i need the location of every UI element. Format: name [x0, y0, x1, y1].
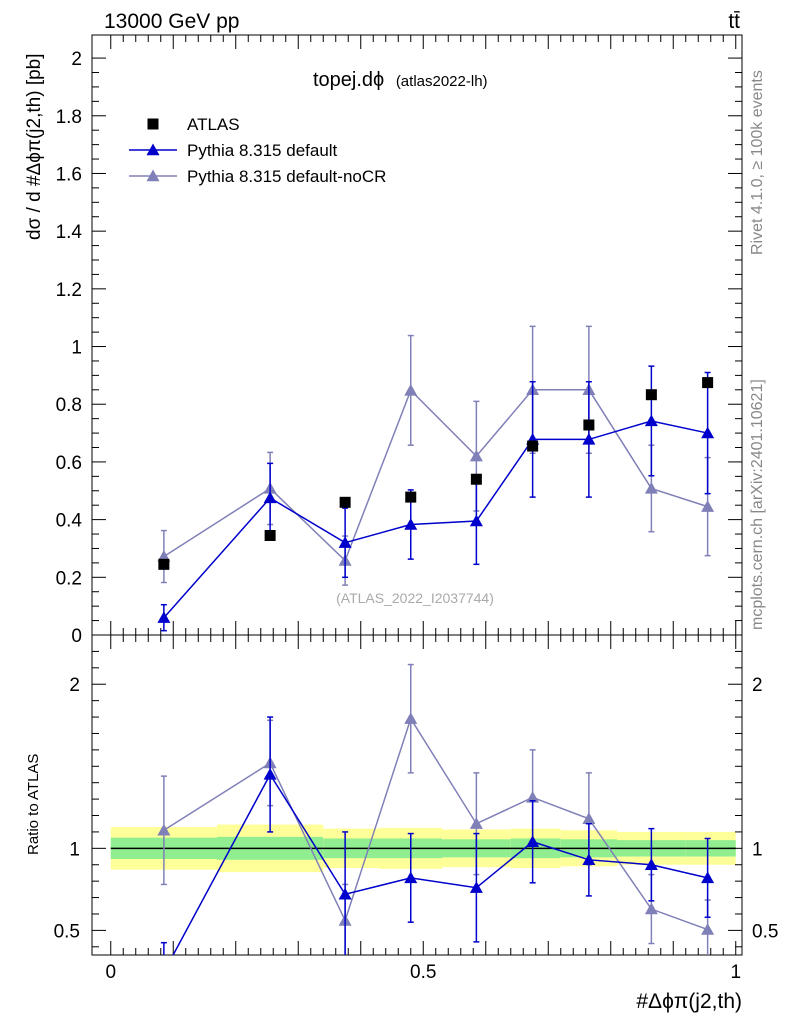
chart-subtitle: (atlas2022-lh)	[396, 73, 488, 90]
x-axis-label: #Δϕπ(j2,th)	[636, 990, 742, 1013]
xlabel: #Δϕπ(j2,th)	[636, 990, 742, 1013]
default-point	[644, 414, 658, 427]
ratio-y-tick-label-left: 2	[69, 675, 80, 696]
main-y-axis-label: dσ / d #Δϕπ(j2,th) [pb]	[24, 53, 45, 240]
ratio-ylabel: Ratio to ATLAS	[25, 754, 42, 855]
nocr-point	[469, 449, 483, 462]
ratio-default-point	[644, 858, 658, 870]
main-y-tick-label: 0	[71, 626, 82, 647]
nocr-point	[157, 550, 171, 562]
atlas-point	[405, 491, 417, 503]
ratio-y-tick-label-left: 0.5	[54, 921, 80, 942]
default-point	[582, 432, 596, 445]
legend: ATLAS Pythia 8.315 default Pythia 8.315 de…	[129, 115, 386, 186]
main-y-tick-label: 2	[71, 49, 82, 70]
main-title: topej.dϕ (atlas2022-lh)	[313, 69, 488, 91]
default-point	[404, 518, 418, 530]
legend-label: Pythia 8.315 default	[187, 141, 338, 160]
nocr-point	[644, 481, 658, 494]
source-label: mcplots.cern.ch [arXiv:2401.10621]	[749, 379, 766, 630]
legend-marker	[146, 169, 160, 182]
default-point	[469, 514, 483, 527]
watermark-text: (ATLAS_2022_I2037744)	[336, 590, 494, 606]
legend-marker-atlas	[147, 118, 159, 130]
atlas-point	[583, 419, 595, 431]
atlas-point	[645, 389, 657, 401]
main-y-tick-label: 0.4	[56, 511, 83, 532]
main-y-tick-label: 1.2	[56, 280, 82, 301]
ratio-y-tick-label-right: 0.5	[752, 921, 778, 942]
legend-label: ATLAS	[187, 115, 240, 134]
default-point	[263, 491, 277, 504]
default-point	[338, 536, 352, 548]
ratio-nocr-point	[582, 812, 596, 824]
atlas-point	[527, 440, 539, 452]
x-tick-label: 1	[730, 962, 741, 983]
ratio-default-point	[469, 881, 483, 893]
ratio-default-point	[701, 871, 715, 884]
legend-marker	[146, 143, 160, 156]
x-tick-label: 0.5	[410, 962, 436, 983]
main-y-tick-label: 0.6	[56, 453, 82, 474]
main-y-tick-label: 0.2	[56, 568, 82, 589]
atlas-point	[470, 473, 482, 485]
x-tick-label: 0	[105, 962, 116, 983]
ratio-nocr-point	[404, 712, 418, 724]
ratio-panel: 0 0.5 1 0.5 0.5 1 1 2 2	[54, 634, 778, 983]
main-y-tick-label: 1.8	[56, 107, 82, 128]
default-line	[163, 420, 708, 619]
process-label: tt̄	[728, 10, 740, 33]
energy-label: 13000 GeV pp	[104, 10, 239, 33]
main-y-tick-label: 1.4	[56, 222, 83, 243]
watermark: (ATLAS_2022_I2037744)	[336, 590, 494, 606]
nocr-point	[404, 383, 418, 396]
ratio-nocr-point	[469, 817, 483, 829]
main-panel: 0 0.2 0.4 0.6 0.8 1 1.2 1.4 1.6 1.8 2	[56, 34, 743, 647]
ratio-nocr-point	[701, 923, 715, 935]
default-point	[701, 426, 715, 439]
nocr-point	[701, 500, 715, 512]
ratio-y-tick-label-right: 2	[752, 675, 763, 696]
ratio-nocr-point	[644, 902, 658, 915]
ratio-default-point	[263, 767, 277, 780]
main-ylabel: dσ / d #Δϕπ(j2,th) [pb]	[24, 53, 45, 240]
legend-label: Pythia 8.315 default-noCR	[187, 167, 386, 186]
default-point	[157, 611, 171, 623]
nocr-line	[163, 389, 708, 562]
ratio-nocr-point	[526, 790, 540, 803]
ratio-data	[157, 663, 715, 955]
main-data	[157, 325, 715, 632]
atlas-point	[702, 377, 714, 389]
main-y-tick-label: 1.6	[56, 164, 82, 185]
header: 13000 GeV pp tt̄	[104, 10, 740, 33]
atlas-point	[264, 529, 276, 541]
main-y-tick-label: 1	[71, 338, 82, 359]
ratio-y-tick-label-left: 1	[69, 839, 80, 860]
ratio-default-point	[582, 853, 596, 866]
ratio-default-point	[526, 835, 540, 847]
ratio-default-point	[338, 887, 352, 900]
ratio-y-axis-label: Ratio to ATLAS	[25, 754, 42, 855]
atlas-point	[339, 496, 351, 508]
main-title-text: topej.dϕ (atlas2022-lh)	[313, 69, 488, 91]
ratio-nocr-line	[163, 716, 708, 931]
chart-title: topej.dϕ	[313, 69, 384, 91]
side-labels: Rivet 4.1.0, ≥ 100k events mcplots.cern.…	[749, 70, 766, 630]
main-y-tick-label: 0.8	[56, 395, 82, 416]
ratio-nocr-point	[157, 823, 171, 836]
ratio-default-point	[404, 871, 418, 884]
atlas-point	[158, 558, 170, 570]
rivet-label: Rivet 4.1.0, ≥ 100k events	[749, 70, 766, 255]
ratio-frame	[91, 634, 743, 956]
ratio-y-tick-label-right: 1	[752, 839, 763, 860]
